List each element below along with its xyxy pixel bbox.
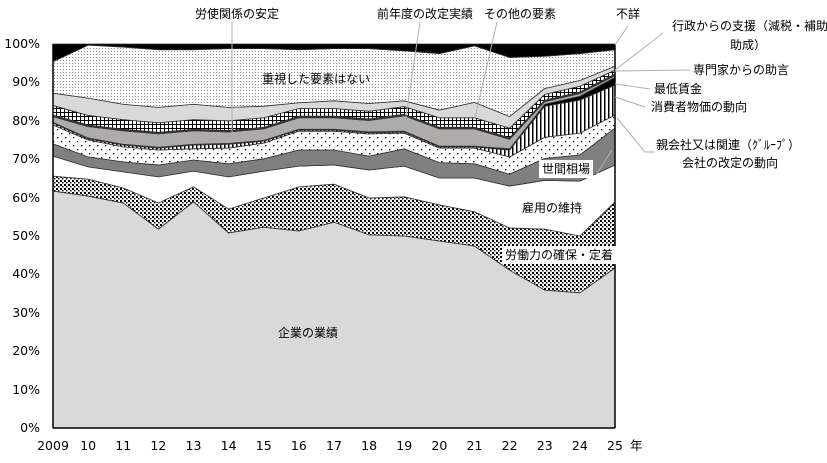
label-labor-force: 労働力の確保・定着 <box>502 246 617 264</box>
x-tick-label: 13 <box>185 438 202 453</box>
y-tick-label: 10% <box>12 381 40 397</box>
y-tick-label: 100% <box>4 36 40 51</box>
x-tick-label: 11 <box>115 438 132 453</box>
x-tick-label: 16 <box>290 438 307 453</box>
x-tick-label: 12 <box>150 438 167 453</box>
leader-line-previous-year <box>404 21 421 124</box>
y-tick-label: 0% <box>20 420 40 435</box>
x-tick-label: 22 <box>501 438 518 453</box>
y-tick-label: 60% <box>12 189 40 205</box>
x-tick-label: 21 <box>466 438 483 453</box>
label-minimum-wage: 最低賃金 <box>654 82 703 96</box>
label-parent: 親会社又は関連（ｸﾞﾙｰﾌﾟ） <box>656 138 801 152</box>
x-tick-label: 19 <box>396 438 413 453</box>
x-tick-label: 10 <box>80 438 97 453</box>
x-axis-unit: 年 <box>630 438 643 453</box>
y-tick-label: 70% <box>12 151 40 167</box>
x-tick-label: 20 <box>431 438 448 453</box>
y-tick-label: 40% <box>12 266 40 282</box>
label-parent-2: 会社の改定の動向 <box>682 156 779 170</box>
label-previous-year: 前年度の改定実績 <box>377 7 474 21</box>
y-tick-label: 30% <box>12 304 40 320</box>
label-cpi: 消費者物価の動向 <box>651 100 748 114</box>
label-market: 世間相場 <box>539 160 594 178</box>
y-tick-label: 90% <box>12 74 40 90</box>
x-tick-label: 14 <box>220 438 237 453</box>
x-tick-label: 25 <box>607 438 623 453</box>
leader-line-government <box>614 32 664 71</box>
label-unknown: 不詳 <box>616 7 641 21</box>
leader-line-expert <box>614 69 691 72</box>
label-no-factor: 重視した要素はない <box>262 72 371 86</box>
leader-line-cpi <box>614 96 646 108</box>
leader-line-market <box>595 149 613 176</box>
leader-line-unknown <box>614 25 629 46</box>
label-government-2: 助成） <box>730 38 767 52</box>
y-tick-label: 80% <box>12 112 40 128</box>
x-tick-label: 23 <box>536 438 553 453</box>
label-government: 行政からの支援（減税・補助・ <box>672 19 827 33</box>
leader-line-other <box>474 21 498 119</box>
y-tick-label: 50% <box>12 228 40 243</box>
y-tick-label: 20% <box>12 343 40 359</box>
leader-line-minimum-wage <box>614 83 651 90</box>
x-tick-label: 24 <box>571 438 588 453</box>
label-labor-relations: 労使関係の安定 <box>195 7 280 21</box>
x-tick-label: 18 <box>361 438 378 453</box>
label-performance: 企業の業績 <box>278 326 339 340</box>
leader-line-parent <box>616 117 655 153</box>
label-expert: 専門家からの助言 <box>693 63 790 77</box>
label-employment: 雇用の維持 <box>522 201 583 215</box>
x-tick-label: 17 <box>326 438 342 453</box>
label-other: その他の要素 <box>484 7 557 21</box>
x-tick-label: 2009 <box>37 438 69 453</box>
x-tick-label: 15 <box>255 438 272 453</box>
